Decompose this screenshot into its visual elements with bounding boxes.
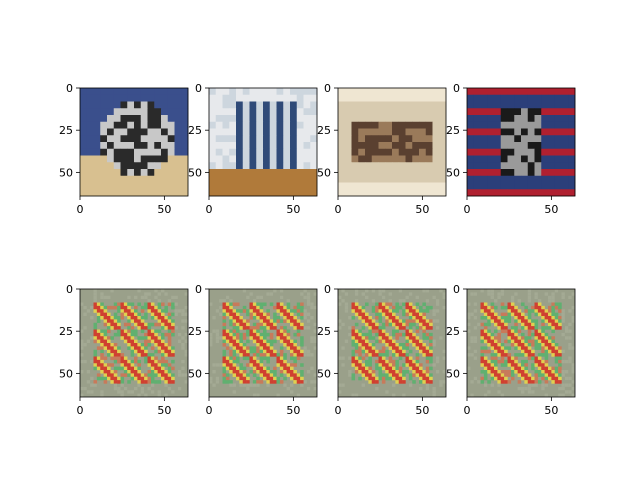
x-tick-label: 0 [206,404,213,417]
y-tick-label: 25 [317,325,331,338]
y-tick-label: 0 [66,82,73,95]
y-tick-label: 50 [59,166,73,179]
subplot-r1-c0: 0 25 50 0 50 [59,283,189,417]
subplot-r0-c0: 0 25 50 0 50 [59,82,189,216]
image-heatmap [80,88,189,197]
y-tick-label: 25 [59,124,73,137]
subplot-r0-c3: 0 25 50 0 50 [446,82,576,216]
y-tick-label: 0 [324,82,331,95]
x-tick-label: 0 [206,203,213,216]
y-tick-label: 50 [188,367,202,380]
y-tick-label: 50 [446,367,460,380]
y-tick-label: 0 [324,283,331,296]
y-tick-label: 25 [59,325,73,338]
subplot-r0-c1: 0 25 50 0 50 [188,82,318,216]
x-tick-label: 0 [335,203,342,216]
y-tick-label: 25 [188,325,202,338]
y-tick-label: 50 [59,367,73,380]
image-heatmap [467,289,575,397]
axes-frame [337,288,447,398]
axes-frame [79,87,189,197]
subplot-r1-c2: 0 25 50 0 50 [317,283,447,417]
x-tick-label: 0 [335,404,342,417]
image-heatmap [338,289,446,397]
y-tick-label: 0 [195,82,202,95]
y-tick-label: 50 [446,166,460,179]
x-tick-label: 50 [415,203,429,216]
image-heatmap [209,289,317,397]
axes-frame [466,87,576,197]
y-tick-label: 0 [195,283,202,296]
subplot-r0-c2: 0 25 50 0 50 [317,82,447,216]
x-tick-label: 0 [77,404,84,417]
y-tick-label: 25 [317,124,331,137]
axes-frame [208,87,318,197]
image-heatmap [467,88,576,197]
x-tick-label: 50 [544,404,558,417]
subplot-r1-c3: 0 25 50 0 50 [446,283,576,417]
y-tick-label: 0 [453,82,460,95]
axes-frame [337,87,447,197]
y-tick-label: 25 [446,325,460,338]
x-tick-label: 50 [286,404,300,417]
x-tick-label: 0 [464,203,471,216]
y-tick-label: 0 [453,283,460,296]
axes-frame [208,288,318,398]
x-tick-label: 50 [286,203,300,216]
image-heatmap [338,88,447,197]
y-tick-label: 50 [317,367,331,380]
y-tick-label: 50 [317,166,331,179]
image-heatmap [209,88,318,197]
x-tick-label: 50 [157,404,171,417]
y-tick-label: 25 [188,124,202,137]
y-tick-label: 25 [446,124,460,137]
x-tick-label: 0 [464,404,471,417]
subplot-r1-c1: 0 25 50 0 50 [188,283,318,417]
x-tick-label: 50 [415,404,429,417]
axes-frame [79,288,189,398]
x-tick-label: 50 [157,203,171,216]
y-tick-label: 50 [188,166,202,179]
axes-frame [466,288,576,398]
x-tick-label: 50 [544,203,558,216]
image-heatmap [80,289,188,397]
x-tick-label: 0 [77,203,84,216]
y-tick-label: 0 [66,283,73,296]
